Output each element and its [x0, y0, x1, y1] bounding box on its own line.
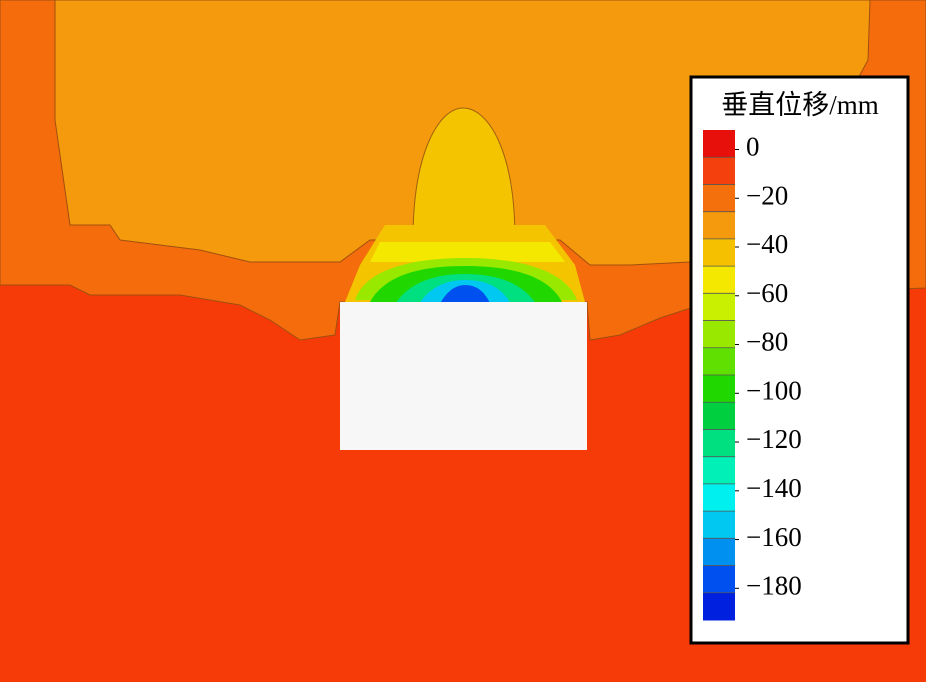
colorbar-band: [703, 375, 735, 403]
colorbar-band: [703, 293, 735, 322]
legend-title: 垂直位移/mm: [721, 90, 879, 120]
colorbar-band: [703, 130, 735, 158]
colorbar-band: [703, 456, 735, 485]
colorbar-band: [703, 211, 735, 240]
colorbar-tick-label: −160: [746, 522, 802, 552]
colorbar-band: [703, 157, 735, 185]
colorbar-tick-label: −20: [746, 180, 788, 210]
colorbar-tick-label: −120: [746, 424, 802, 454]
colorbar-band: [703, 402, 735, 430]
colorbar-band: [703, 483, 735, 512]
colorbar-band: [703, 592, 735, 621]
colorbar-tick-label: −180: [746, 571, 802, 601]
colorbar-tick-label: −60: [746, 278, 788, 308]
colorbar-band: [703, 184, 735, 213]
colorbar-band: [703, 511, 735, 539]
colorbar-tick-label: −140: [746, 473, 802, 503]
colorbar-tick-label: 0: [746, 132, 760, 162]
colorbar-tick-label: −40: [746, 229, 788, 259]
colorbar-band: [703, 347, 735, 376]
colorbar-tick-label: −80: [746, 327, 788, 357]
colorbar-band: [703, 565, 735, 594]
colorbar-band: [703, 238, 735, 267]
colorbar-band: [703, 320, 735, 349]
colorbar-band: [703, 429, 735, 458]
colorbar-tick-label: −100: [746, 375, 802, 405]
colorbar-band: [703, 266, 735, 294]
colorbar-band: [703, 538, 735, 567]
